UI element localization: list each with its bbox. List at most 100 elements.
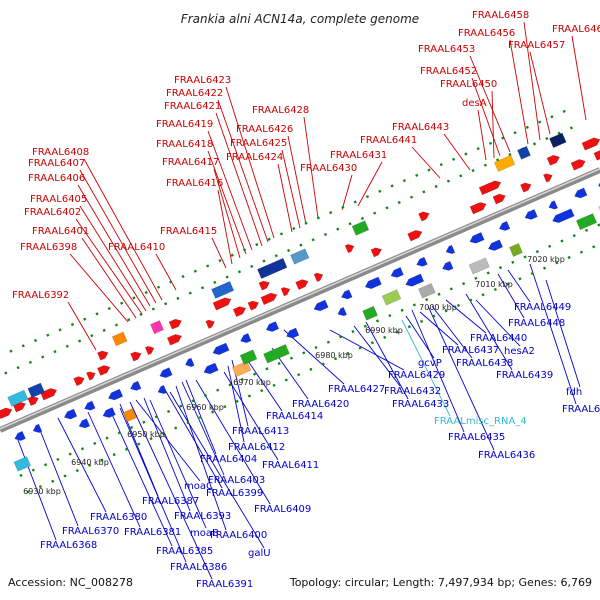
forward-gene-label[interactable]: FRAAL6425 xyxy=(230,138,287,149)
forward-gene-arrow xyxy=(86,371,96,381)
reverse-gene-arrow xyxy=(157,384,168,395)
reverse-callout-line xyxy=(353,325,401,387)
forward-gene-label[interactable]: FRAAL6423 xyxy=(174,75,231,86)
forward-gene-label[interactable]: FRAAL6457 xyxy=(508,40,565,51)
forward-gene-label[interactable]: FRAAL6428 xyxy=(252,105,309,116)
feature-box xyxy=(351,220,370,236)
reverse-gene-label[interactable]: FRAAL6393 xyxy=(174,511,231,522)
reverse-gene-arrow xyxy=(130,380,142,391)
forward-gene-arrow xyxy=(260,292,278,306)
reverse-gene-label[interactable]: gcvP xyxy=(418,358,442,369)
forward-gene-label[interactable]: FRAAL6417 xyxy=(162,157,219,168)
forward-gene-label[interactable]: FRAAL6422 xyxy=(166,88,223,99)
reverse-gene-label[interactable]: FRAAL6433 xyxy=(392,399,449,410)
reverse-gene-label[interactable]: FRAAL6412 xyxy=(228,442,285,453)
forward-gene-label[interactable]: FRAAL6463 xyxy=(552,24,600,35)
reverse-callout-line xyxy=(545,279,581,388)
reverse-gene-label[interactable]: FRAAL6381 xyxy=(124,527,181,538)
forward-gene-label[interactable]: FRAAL6410 xyxy=(108,242,165,253)
reverse-gene-label[interactable]: FRAAL6411 xyxy=(262,460,319,471)
reverse-gene-label[interactable]: FRAAL6420 xyxy=(292,399,349,410)
feature-box xyxy=(493,154,516,172)
reverse-gene-label[interactable]: FRAAL6448 xyxy=(508,318,565,329)
forward-gene-arrow xyxy=(370,247,382,258)
reverse-gene-label[interactable]: galU xyxy=(248,548,271,559)
reverse-gene-label[interactable]: FRAAL6436 xyxy=(478,450,535,461)
forward-gene-label[interactable]: FRAAL6419 xyxy=(156,119,213,130)
reverse-gene-label[interactable]: FRAAL6432 xyxy=(384,386,441,397)
reverse-gene-label[interactable]: FRAAL6413 xyxy=(232,426,289,437)
forward-callout-line xyxy=(211,237,227,269)
forward-gene-label[interactable]: FRAAL6456 xyxy=(458,28,515,39)
forward-gene-arrow xyxy=(593,150,600,161)
forward-gene-label[interactable]: FRAAL6426 xyxy=(236,124,293,135)
forward-gene-label[interactable]: FRAAL6398 xyxy=(20,242,77,253)
forward-gene-label[interactable]: FRAAL6392 xyxy=(12,290,69,301)
reverse-gene-arrow xyxy=(203,362,219,375)
forward-gene-arrow xyxy=(97,365,111,376)
reverse-gene-label[interactable]: FRAAL6409 xyxy=(254,504,311,515)
rna-gene-label[interactable]: FRAALmisc_RNA_4 xyxy=(434,416,527,427)
reverse-callout-line xyxy=(475,299,521,347)
forward-callout-line xyxy=(281,149,301,229)
reverse-gene-label[interactable]: fdh xyxy=(566,387,582,398)
reverse-callout-line xyxy=(195,379,271,505)
forward-gene-label[interactable]: FRAAL6415 xyxy=(160,226,217,237)
forward-gene-label[interactable]: FRAAL6441 xyxy=(360,135,417,146)
reverse-gene-label[interactable]: FRAAL6385 xyxy=(156,546,213,557)
forward-gene-label[interactable]: FRAAL6416 xyxy=(166,178,223,189)
reverse-gene-label[interactable]: FRAAL6438 xyxy=(456,358,513,369)
forward-callout-line xyxy=(225,86,275,239)
forward-gene-label[interactable]: FRAAL6402 xyxy=(24,207,81,218)
reverse-gene-label[interactable]: FRAAL6399 xyxy=(206,488,263,499)
forward-gene-label[interactable]: FRAAL6401 xyxy=(32,226,89,237)
forward-gene-label[interactable]: FRAAL6421 xyxy=(164,101,221,112)
reverse-gene-label[interactable]: FRAAL6435 xyxy=(448,432,505,443)
reverse-gene-label[interactable]: FRAAL6414 xyxy=(266,411,323,422)
reverse-gene-arrow xyxy=(265,321,280,332)
reverse-gene-label[interactable]: FRAAL6387 xyxy=(142,496,199,507)
forward-gene-label[interactable]: FRAAL6443 xyxy=(392,122,449,133)
forward-gene-label[interactable]: FRAAL6452 xyxy=(420,66,477,77)
reverse-gene-label[interactable]: FRAAL6429 xyxy=(388,370,445,381)
reverse-gene-label[interactable]: FRAAL6403 xyxy=(208,475,265,486)
forward-gene-label[interactable]: FRAAL6450 xyxy=(440,79,497,90)
reverse-gene-label[interactable]: moaB xyxy=(190,528,219,539)
reverse-gene-label[interactable]: FRAAL6437 xyxy=(442,345,499,356)
reverse-callout-line xyxy=(411,309,465,433)
reverse-gene-label[interactable]: FRAAL6449 xyxy=(514,302,571,313)
reverse-gene-label[interactable]: FRAAL6440 xyxy=(470,333,527,344)
forward-gene-label[interactable]: FRAAL6453 xyxy=(418,44,475,55)
forward-gene-label[interactable]: FRAAL6406 xyxy=(28,173,85,184)
reverse-gene-label[interactable]: FRAAL6445 xyxy=(562,404,600,415)
reverse-gene-label[interactable]: FRAAL6391 xyxy=(196,579,253,590)
forward-gene-label[interactable]: FRAAL6418 xyxy=(156,139,213,150)
reverse-gene-label[interactable]: FRAAL6404 xyxy=(200,454,257,465)
reverse-gene-label[interactable]: FRAAL6400 xyxy=(210,530,267,541)
reverse-gene-label[interactable]: FRAAL6386 xyxy=(170,562,227,573)
reverse-gene-arrow xyxy=(313,299,329,312)
forward-gene-label[interactable]: FRAAL6431 xyxy=(330,150,387,161)
forward-gene-label[interactable]: FRAAL6424 xyxy=(226,152,283,163)
reverse-gene-label[interactable]: FRAAL6427 xyxy=(328,384,385,395)
reverse-gene-label[interactable]: FRAAL6370 xyxy=(62,526,119,537)
reverse-gene-label[interactable]: moaC xyxy=(184,481,213,492)
forward-gene-label[interactable]: FRAAL6430 xyxy=(300,163,357,174)
forward-gene-label[interactable]: FRAAL6407 xyxy=(28,158,85,169)
forward-callout-line xyxy=(357,161,383,207)
forward-gene-arrow xyxy=(258,280,270,291)
reverse-gene-label[interactable]: FRAAL6368 xyxy=(40,540,97,551)
feature-box xyxy=(517,145,531,160)
forward-callout-line xyxy=(83,158,163,301)
forward-gene-label[interactable]: FRAAL6408 xyxy=(32,147,89,158)
reverse-callout-line xyxy=(283,329,345,385)
reverse-gene-label[interactable]: FRAAL6380 xyxy=(90,512,147,523)
forward-gene-label[interactable]: FRAAL6405 xyxy=(30,194,87,205)
reverse-gene-label[interactable]: FRAAL6439 xyxy=(496,370,553,381)
kbp-tick-label: 6990 kbp xyxy=(365,326,403,335)
reverse-gene-label[interactable]: hesA2 xyxy=(504,346,535,357)
forward-gene-label[interactable]: FRAAL6458 xyxy=(472,10,529,21)
forward-gene-label[interactable]: desA xyxy=(462,98,487,109)
feature-box xyxy=(13,456,32,472)
kbp-tick-label: 6960 kbp xyxy=(186,403,224,412)
